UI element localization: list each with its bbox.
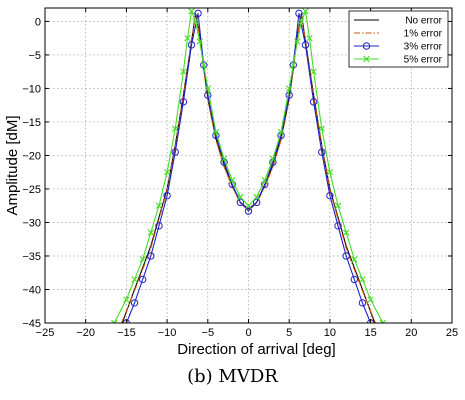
y-tick-label: −35	[22, 251, 41, 263]
series-point	[200, 61, 207, 69]
legend-entry-label: No error	[405, 16, 442, 27]
x-tick-label: 5	[286, 327, 292, 339]
x-tick-label: 25	[446, 327, 458, 339]
legend: No error 1% error 3% error 5% error	[348, 10, 449, 68]
series-point	[155, 202, 163, 209]
series-point	[358, 299, 367, 307]
series-line-2	[125, 13, 372, 323]
series-point	[285, 91, 293, 99]
y-tick-label: −5	[28, 50, 41, 62]
series-point	[204, 91, 212, 99]
y-tick-label: −30	[22, 217, 41, 229]
series-point	[179, 98, 188, 106]
series-point	[269, 155, 277, 162]
series-point	[220, 155, 228, 162]
series-point	[147, 252, 155, 260]
series-point	[318, 148, 326, 156]
series-point	[309, 98, 318, 106]
series-point	[342, 229, 350, 236]
y-tick-label: −10	[22, 83, 41, 95]
series-point	[351, 256, 358, 263]
series-point	[334, 222, 342, 230]
series-point	[194, 9, 202, 18]
series-point	[172, 125, 179, 132]
figure-caption: (b) MVDR	[187, 366, 278, 387]
legend-entry-label: 3% error	[404, 42, 443, 53]
series-point	[298, 18, 305, 25]
series-line-1	[121, 13, 376, 323]
series-point	[318, 125, 325, 132]
series-point	[138, 275, 147, 284]
series-point	[301, 41, 310, 49]
x-tick-label: 15	[364, 327, 376, 339]
x-tick-label: −10	[158, 327, 177, 339]
series-point	[244, 207, 253, 215]
y-tick-label: 0	[35, 16, 41, 28]
series-point	[139, 256, 146, 263]
x-tick-label: −5	[202, 327, 215, 339]
x-tick-label: −20	[76, 327, 95, 339]
series-point	[163, 191, 171, 200]
series-point	[188, 8, 195, 15]
series-point	[187, 41, 196, 49]
series-point	[111, 319, 118, 323]
x-tick-label: 20	[405, 327, 417, 339]
series-point	[245, 202, 252, 209]
y-tick-label: −45	[22, 318, 41, 330]
y-tick-label: −25	[22, 184, 41, 196]
series-group	[111, 8, 386, 323]
series-point	[290, 61, 297, 69]
series-point	[229, 177, 236, 184]
axes: −25 −20 −15 −10 −5 0 5 10 15 20 250−5−10−15−20−25−…	[4, 7, 458, 358]
series-point	[155, 222, 163, 230]
series-point	[295, 9, 303, 18]
series-point	[294, 38, 301, 45]
x-tick-label: −15	[117, 327, 136, 339]
series-point	[237, 193, 244, 201]
y-tick-label: −40	[22, 284, 41, 296]
series-point	[302, 8, 309, 15]
series-point	[163, 169, 171, 176]
series-point	[326, 169, 334, 176]
series-point	[147, 229, 155, 236]
series-point	[236, 198, 245, 207]
y-axis-label: Amplitude [dM]	[4, 115, 21, 215]
series-point	[212, 128, 220, 136]
series-point	[310, 68, 317, 75]
series-point	[306, 34, 313, 42]
series-point	[342, 252, 350, 260]
y-tick-label: −15	[22, 117, 41, 129]
legend-marker	[363, 55, 370, 63]
series-point	[171, 148, 179, 156]
series-point	[131, 276, 138, 283]
legend-marker	[362, 42, 371, 50]
series-point	[123, 296, 130, 303]
series-point	[252, 198, 261, 207]
series-point	[196, 38, 203, 45]
x-tick-label: 0	[245, 327, 251, 339]
series-point	[359, 276, 366, 283]
series-point	[367, 296, 374, 303]
series-point	[286, 85, 293, 92]
legend-entry-label: 5% error	[404, 55, 443, 66]
series-point	[261, 177, 268, 184]
series-point	[350, 275, 359, 284]
x-axis-label: Direction of arrival [deg]	[177, 341, 335, 358]
series-point	[180, 68, 187, 75]
series-point	[334, 202, 342, 209]
series-point	[130, 299, 139, 307]
series-point	[326, 191, 334, 200]
x-tick-label: 10	[324, 327, 336, 339]
legend-entry-label: 1% error	[404, 29, 443, 40]
series-point	[277, 128, 285, 136]
x-tick-label: −25	[36, 327, 55, 339]
series-point	[253, 193, 260, 201]
series-point	[379, 319, 386, 323]
series-point	[184, 34, 191, 42]
series-point	[204, 85, 211, 92]
series-point	[192, 18, 199, 25]
y-tick-label: −20	[22, 150, 41, 162]
